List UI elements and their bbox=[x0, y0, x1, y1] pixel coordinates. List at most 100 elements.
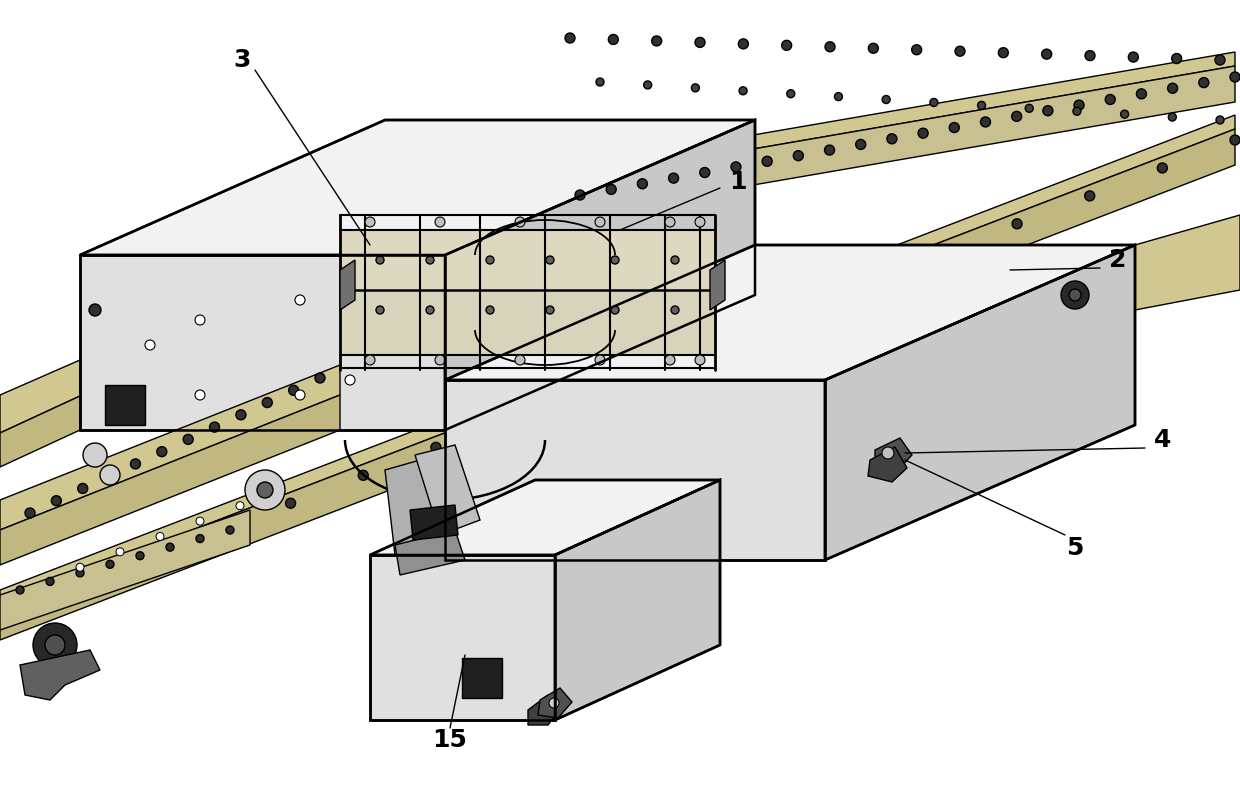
Circle shape bbox=[1105, 94, 1115, 105]
Circle shape bbox=[365, 217, 374, 227]
Circle shape bbox=[665, 355, 675, 365]
Circle shape bbox=[83, 443, 107, 467]
Circle shape bbox=[376, 306, 384, 314]
Circle shape bbox=[503, 414, 513, 425]
Circle shape bbox=[955, 46, 965, 56]
Polygon shape bbox=[825, 245, 1135, 560]
Circle shape bbox=[977, 101, 986, 109]
Circle shape bbox=[16, 586, 24, 594]
Polygon shape bbox=[445, 120, 755, 430]
Circle shape bbox=[430, 443, 441, 452]
Circle shape bbox=[887, 134, 897, 144]
Circle shape bbox=[611, 306, 619, 314]
Circle shape bbox=[0, 610, 5, 620]
Circle shape bbox=[856, 139, 866, 150]
Circle shape bbox=[671, 256, 680, 264]
Circle shape bbox=[595, 217, 605, 227]
Polygon shape bbox=[0, 395, 340, 565]
Circle shape bbox=[515, 355, 525, 365]
Circle shape bbox=[882, 447, 894, 459]
Polygon shape bbox=[445, 380, 825, 560]
Circle shape bbox=[45, 635, 64, 655]
Polygon shape bbox=[340, 290, 715, 355]
Circle shape bbox=[140, 554, 150, 564]
Circle shape bbox=[33, 623, 77, 667]
Circle shape bbox=[781, 40, 791, 51]
Circle shape bbox=[611, 256, 619, 264]
Circle shape bbox=[739, 87, 746, 95]
Text: 3: 3 bbox=[233, 48, 250, 72]
Circle shape bbox=[195, 315, 205, 325]
Circle shape bbox=[575, 190, 585, 200]
Circle shape bbox=[549, 698, 559, 708]
Circle shape bbox=[596, 78, 604, 86]
Circle shape bbox=[435, 355, 445, 365]
Text: 1: 1 bbox=[729, 170, 746, 194]
Circle shape bbox=[998, 48, 1008, 58]
Circle shape bbox=[257, 482, 273, 498]
Polygon shape bbox=[875, 438, 911, 470]
Circle shape bbox=[606, 185, 616, 194]
Circle shape bbox=[546, 256, 554, 264]
Circle shape bbox=[76, 569, 84, 577]
Text: 5: 5 bbox=[1066, 536, 1084, 560]
Circle shape bbox=[1199, 78, 1209, 88]
Circle shape bbox=[649, 359, 658, 368]
Circle shape bbox=[730, 162, 742, 172]
Polygon shape bbox=[340, 230, 715, 290]
Circle shape bbox=[365, 355, 374, 365]
Circle shape bbox=[835, 93, 842, 101]
Circle shape bbox=[105, 560, 114, 569]
Circle shape bbox=[46, 577, 55, 585]
Circle shape bbox=[51, 496, 61, 506]
Circle shape bbox=[1168, 113, 1177, 121]
Polygon shape bbox=[370, 480, 720, 555]
Polygon shape bbox=[81, 120, 755, 255]
Circle shape bbox=[427, 256, 434, 264]
Circle shape bbox=[315, 373, 325, 383]
Circle shape bbox=[25, 508, 35, 518]
Circle shape bbox=[595, 355, 605, 365]
Circle shape bbox=[950, 123, 960, 132]
Polygon shape bbox=[81, 255, 445, 430]
Circle shape bbox=[427, 306, 434, 314]
Circle shape bbox=[196, 535, 205, 543]
Circle shape bbox=[104, 471, 114, 482]
Circle shape bbox=[130, 459, 140, 469]
Polygon shape bbox=[410, 505, 458, 540]
Circle shape bbox=[486, 256, 494, 264]
Circle shape bbox=[184, 434, 193, 444]
Polygon shape bbox=[463, 658, 502, 698]
Circle shape bbox=[1121, 110, 1128, 118]
Circle shape bbox=[435, 217, 445, 227]
Circle shape bbox=[246, 470, 285, 510]
Circle shape bbox=[1215, 55, 1225, 65]
Circle shape bbox=[117, 548, 124, 556]
Circle shape bbox=[89, 304, 100, 316]
Polygon shape bbox=[711, 260, 725, 310]
Circle shape bbox=[236, 501, 244, 510]
Text: 2: 2 bbox=[1110, 248, 1127, 272]
Polygon shape bbox=[0, 129, 1235, 640]
Circle shape bbox=[825, 42, 835, 51]
Circle shape bbox=[637, 179, 647, 188]
Circle shape bbox=[156, 532, 164, 540]
Circle shape bbox=[794, 303, 804, 313]
Circle shape bbox=[694, 37, 706, 48]
Circle shape bbox=[738, 39, 748, 49]
Polygon shape bbox=[551, 52, 1235, 184]
Circle shape bbox=[1216, 116, 1224, 124]
Circle shape bbox=[699, 168, 709, 177]
Circle shape bbox=[940, 247, 950, 257]
Circle shape bbox=[1085, 191, 1095, 201]
Polygon shape bbox=[1135, 215, 1240, 310]
Circle shape bbox=[166, 543, 174, 551]
Circle shape bbox=[1230, 135, 1240, 145]
Polygon shape bbox=[415, 445, 480, 535]
Circle shape bbox=[981, 117, 991, 127]
Circle shape bbox=[1025, 105, 1033, 112]
Polygon shape bbox=[0, 115, 1235, 604]
Circle shape bbox=[825, 145, 835, 155]
Circle shape bbox=[236, 409, 246, 420]
Circle shape bbox=[644, 81, 652, 89]
